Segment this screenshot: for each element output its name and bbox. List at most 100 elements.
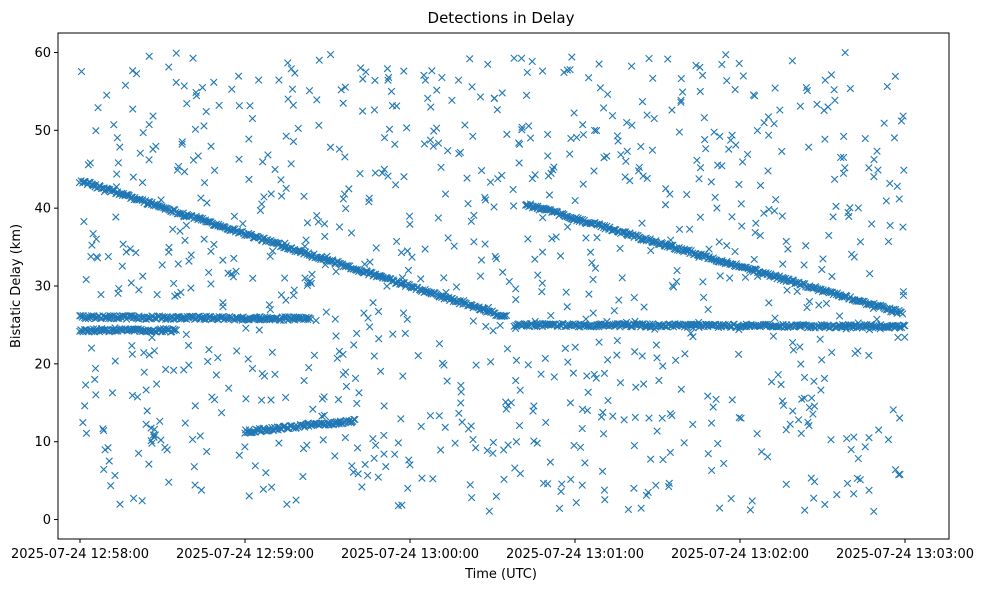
- data-point-marker: [764, 113, 773, 121]
- data-point-marker: [294, 124, 302, 133]
- data-point-marker: [354, 470, 362, 478]
- data-point-marker: [572, 498, 580, 507]
- data-point-marker: [725, 274, 734, 282]
- data-point-marker: [80, 402, 89, 410]
- data-point-marker: [846, 204, 854, 212]
- data-point-marker: [186, 212, 194, 221]
- data-point-marker: [267, 190, 275, 198]
- chart-title: Detections in Delay: [428, 9, 575, 27]
- data-point-marker: [229, 224, 237, 233]
- data-point-marker: [208, 393, 216, 401]
- data-point-marker: [498, 268, 507, 276]
- data-point-marker: [678, 88, 687, 96]
- data-point-marker: [735, 413, 743, 422]
- data-point-marker: [438, 73, 446, 82]
- data-point-marker: [832, 202, 840, 210]
- data-point-marker: [371, 76, 379, 85]
- data-point-marker: [105, 457, 113, 465]
- data-point-marker: [767, 378, 776, 386]
- data-point-marker: [232, 267, 240, 275]
- data-point-marker: [458, 418, 466, 426]
- data-point-marker: [815, 301, 823, 309]
- data-point-marker: [426, 411, 435, 420]
- data-point-marker: [750, 255, 758, 264]
- data-point-marker: [129, 173, 137, 181]
- data-point-marker: [712, 395, 720, 404]
- data-point-marker: [486, 358, 495, 366]
- data-point-marker: [147, 424, 155, 432]
- data-point-marker: [113, 170, 121, 178]
- data-point-marker: [472, 303, 480, 311]
- data-point-marker: [700, 135, 709, 144]
- data-point-marker: [830, 175, 839, 183]
- data-point-marker: [205, 345, 213, 354]
- data-point-marker: [281, 393, 290, 402]
- data-point-marker: [258, 158, 267, 166]
- data-point-marker: [492, 255, 501, 263]
- data-point-marker: [145, 120, 153, 129]
- data-point-marker: [333, 354, 342, 363]
- data-point-marker: [839, 132, 848, 141]
- data-point-marker: [264, 151, 272, 159]
- data-point-marker: [899, 112, 907, 120]
- data-point-marker: [886, 221, 894, 230]
- data-point-marker: [613, 336, 622, 345]
- data-point-marker: [82, 275, 90, 284]
- data-point-marker: [97, 290, 105, 299]
- data-point-marker: [202, 447, 211, 456]
- data-point-marker: [539, 479, 548, 487]
- data-point-marker: [309, 405, 317, 413]
- y-tick-label: 60: [34, 46, 51, 61]
- data-point-marker: [726, 136, 735, 144]
- data-point-marker: [533, 439, 541, 447]
- data-point-marker: [638, 97, 647, 106]
- data-point-marker: [112, 183, 121, 191]
- data-point-marker: [305, 363, 313, 372]
- data-point-marker: [778, 397, 787, 405]
- data-point-marker: [304, 279, 312, 287]
- data-point-marker: [782, 237, 790, 246]
- data-point-marker: [517, 54, 526, 63]
- data-point-marker: [810, 377, 818, 385]
- data-point-marker: [539, 213, 547, 222]
- data-point-marker: [479, 306, 488, 314]
- data-point-marker: [456, 148, 465, 157]
- data-point-marker: [901, 321, 909, 330]
- data-point-marker: [689, 420, 697, 429]
- data-point-marker: [689, 333, 697, 341]
- data-point-marker: [809, 494, 818, 502]
- data-point-marker: [277, 291, 286, 299]
- data-point-marker: [638, 219, 646, 227]
- data-point-marker: [803, 303, 811, 312]
- data-point-marker: [782, 480, 790, 488]
- data-point-marker: [515, 159, 523, 167]
- data-point-marker: [899, 287, 908, 296]
- data-point-marker: [851, 349, 859, 358]
- data-point-marker: [867, 220, 876, 228]
- data-point-marker: [695, 253, 703, 262]
- data-point-marker: [512, 356, 521, 365]
- data-point-marker: [342, 262, 351, 270]
- data-point-marker: [538, 279, 547, 287]
- data-point-marker: [481, 240, 489, 248]
- data-point-marker: [716, 132, 724, 141]
- data-point-marker: [88, 241, 96, 249]
- data-point-marker: [570, 441, 578, 450]
- data-point-marker: [817, 356, 826, 364]
- data-point-marker: [318, 412, 326, 420]
- data-point-marker: [856, 476, 864, 484]
- data-point-marker: [874, 166, 882, 174]
- data-point-marker: [289, 137, 298, 146]
- data-point-marker: [391, 181, 400, 189]
- data-point-marker: [348, 462, 356, 470]
- x-tick-label: 2025-07-24 13:02:00: [671, 547, 809, 562]
- data-point-marker: [400, 173, 408, 181]
- data-point-marker: [696, 163, 705, 172]
- data-point-marker: [509, 185, 517, 194]
- data-point-marker: [870, 507, 878, 516]
- data-point-marker: [466, 55, 474, 63]
- data-point-marker: [245, 135, 253, 143]
- data-point-marker: [827, 435, 835, 444]
- data-point-marker: [282, 132, 290, 140]
- data-point-marker: [219, 299, 227, 307]
